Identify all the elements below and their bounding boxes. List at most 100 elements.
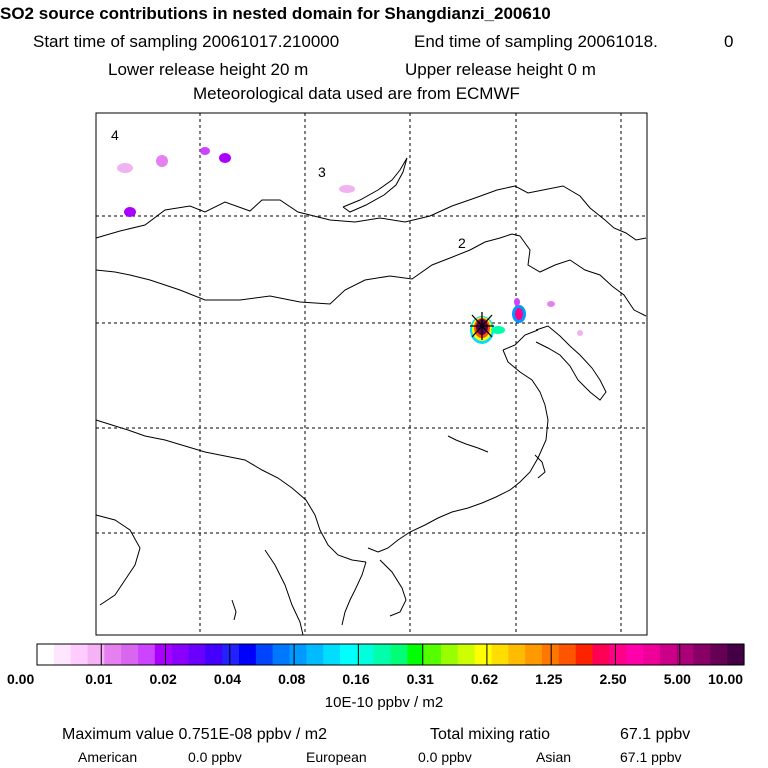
colorbar-swatch: [390, 644, 408, 665]
taiwan: [534, 454, 546, 479]
plume-blob: [219, 153, 231, 163]
colorbar-swatch: [289, 644, 307, 665]
chart-title: SO2 source contributions in nested domai…: [0, 4, 551, 23]
colorbar-swatch: [693, 644, 711, 665]
colorbar-tick-label: 5.00: [664, 671, 691, 687]
colorbar-swatch: [323, 644, 341, 665]
colorbar-tick-label: 0.16: [342, 671, 369, 687]
colorbar-swatch: [340, 644, 358, 665]
end-time-suffix: 0: [724, 32, 734, 51]
colorbar-swatch: [441, 644, 459, 665]
colorbar-swatch: [37, 644, 55, 665]
graticule: [96, 113, 647, 635]
total-mixing-value: 67.1 ppbv: [620, 726, 691, 743]
colorbar-swatch: [525, 644, 543, 665]
colorbar-swatch: [508, 644, 526, 665]
border-mongolia: [95, 233, 521, 305]
colorbar-swatch: [727, 644, 745, 665]
plume-blob: [547, 301, 555, 307]
colorbar-tick-label: 0.04: [214, 671, 241, 687]
colorbar-tick-label: 2.50: [599, 671, 626, 687]
meteorological-source: Meteorological data used are from ECMWF: [193, 84, 520, 103]
colorbar-swatch: [626, 644, 644, 665]
colorbar-tick-label: 0.01: [85, 671, 112, 687]
colorbar-swatch: [407, 644, 425, 665]
colorbar-swatch: [87, 644, 105, 665]
colorbar-swatch: [239, 644, 257, 665]
colorbar-swatch: [104, 644, 122, 665]
asian-label: Asian: [536, 749, 572, 765]
max-value-label: Maximum value 0.751E-08 ppbv / m2: [62, 726, 328, 743]
island-shape: [231, 599, 237, 621]
colorbar-swatch: [188, 644, 206, 665]
colorbar-swatch: [710, 644, 728, 665]
borders: [95, 157, 647, 636]
american-value: 0.0 ppbv: [188, 749, 242, 765]
colorbar-swatch: [205, 644, 223, 665]
colorbar-frame: [36, 643, 745, 666]
colorbar-swatch: [474, 644, 493, 665]
receptor-marker: [470, 312, 494, 340]
border-himalaya: [95, 419, 367, 563]
colorbar-tick-label: 0.02: [150, 671, 177, 687]
european-value: 0.0 ppbv: [418, 749, 472, 765]
colorbar-swatch: [255, 644, 274, 665]
colorbar-swatch: [676, 644, 695, 665]
colorbar-units: 10E-10 ppbv / m2: [324, 694, 444, 711]
border-bay: [264, 549, 304, 636]
plume-blob: [577, 330, 583, 336]
colorbar-swatch: [53, 644, 72, 665]
plume-blob: [117, 163, 133, 173]
plume-blob: [200, 147, 210, 155]
colorbar-tick-label: 1.25: [535, 671, 562, 687]
colorbar-swatch: [424, 644, 442, 665]
upper-release-height: Upper release height 0 m: [405, 60, 596, 79]
plume-blob: [156, 155, 168, 167]
colorbar-swatch: [491, 644, 509, 665]
colorbar-swatch: [592, 644, 610, 665]
colorbar-swatch: [575, 644, 594, 665]
colorbar-swatch: [457, 644, 476, 665]
european-label: European: [306, 749, 367, 765]
colorbar-swatch: [609, 644, 627, 665]
colorbar-swatch: [222, 644, 240, 665]
border-north: [95, 185, 647, 241]
colorbar-swatch: [154, 644, 173, 665]
colorbar-tick-label: 0.00: [7, 671, 34, 687]
colorbar-swatch: [659, 644, 678, 665]
plume-core: [515, 308, 523, 320]
american-label: American: [78, 749, 138, 765]
colorbar: [37, 644, 745, 665]
colorbar-swatch: [121, 644, 139, 665]
plume-core: [514, 298, 520, 306]
china-coast-south: [367, 489, 511, 553]
end-time-label: End time of sampling 20061018.: [414, 32, 658, 51]
total-mixing-label: Total mixing ratio: [430, 726, 551, 743]
colorbar-tick-label: 0.31: [407, 671, 434, 687]
start-time-label: Start time of sampling 20061017.210000: [33, 32, 340, 51]
region-label: 2: [458, 235, 466, 251]
asian-value: 67.1 ppbv: [620, 749, 682, 765]
china-coast-east: [502, 329, 549, 491]
colorbar-swatch: [356, 644, 375, 665]
colorbar-tick-label: 10.00: [708, 671, 743, 687]
colorbar-swatch: [138, 644, 156, 665]
lower-release-height: Lower release height 20 m: [108, 60, 309, 79]
map-frame: [95, 112, 648, 636]
plume-blob: [339, 185, 355, 193]
region-label: 4: [111, 127, 119, 143]
colorbar-tick-label: 0.08: [278, 671, 305, 687]
colorbar-swatch: [306, 644, 324, 665]
plume-blob: [124, 207, 136, 217]
korea-coast: [535, 325, 607, 401]
colorbar-swatch: [373, 644, 392, 665]
colorbar-swatch: [70, 644, 89, 665]
coast-india: [95, 514, 141, 606]
border-northeast: [519, 235, 647, 317]
region-label: 3: [318, 164, 326, 180]
plume-layer: [117, 147, 583, 344]
colorbar-swatch: [643, 644, 661, 665]
colorbar-swatch: [171, 644, 190, 665]
lake-baikal: [342, 157, 408, 213]
